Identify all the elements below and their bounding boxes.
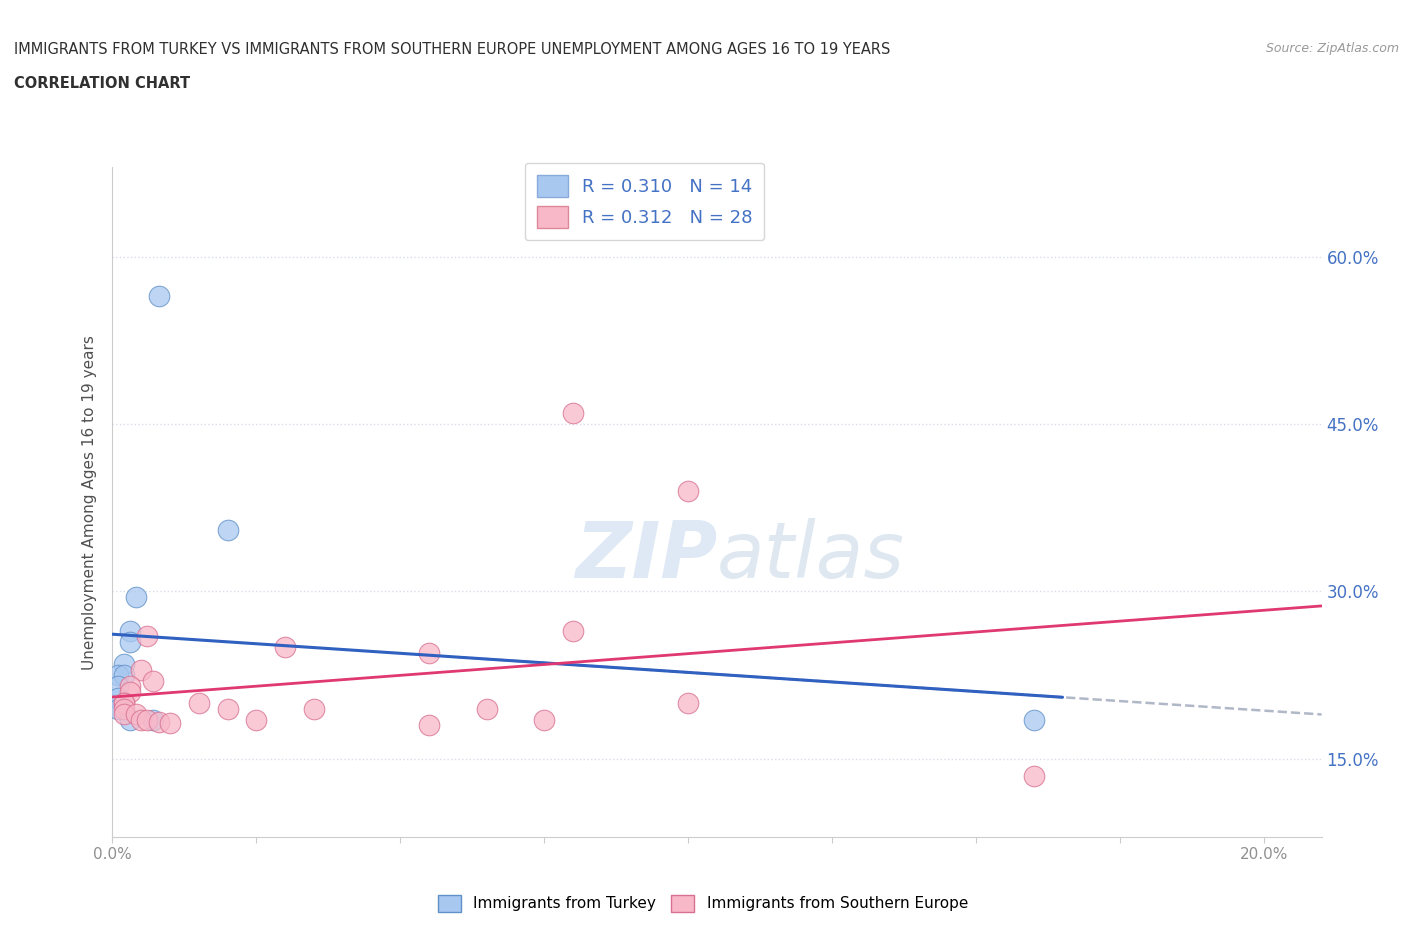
Point (112, 696, 135, 711)
Point (107, 679, 129, 694)
Point (148, 714, 170, 729)
Point (112, 696, 135, 711)
Point (142, 712, 165, 727)
Text: atlas: atlas (717, 518, 905, 593)
Text: Source: ZipAtlas.com: Source: ZipAtlas.com (1265, 42, 1399, 55)
Point (118, 634, 141, 649)
Point (118, 712, 141, 727)
Point (217, 523, 239, 538)
Point (112, 701, 135, 716)
Point (562, 405, 585, 420)
Y-axis label: Unemployment Among Ages 16 to 19 years: Unemployment Among Ages 16 to 19 years (82, 335, 97, 670)
Point (533, 712, 555, 727)
Point (112, 707, 135, 722)
Point (118, 623, 141, 638)
Point (217, 701, 239, 716)
Point (678, 484, 700, 498)
Point (1022, 768, 1045, 783)
Point (678, 696, 700, 711)
Point (118, 684, 141, 699)
Point (124, 590, 146, 604)
Point (418, 645, 440, 660)
Point (245, 712, 267, 727)
Point (136, 629, 159, 644)
Legend: Immigrants from Turkey, Immigrants from Southern Europe: Immigrants from Turkey, Immigrants from … (432, 889, 974, 918)
Point (107, 668, 129, 683)
Point (118, 679, 141, 694)
Text: IMMIGRANTS FROM TURKEY VS IMMIGRANTS FROM SOUTHERN EUROPE UNEMPLOYMENT AMONG AGE: IMMIGRANTS FROM TURKEY VS IMMIGRANTS FRO… (14, 42, 890, 57)
Point (274, 640, 297, 655)
Point (302, 701, 325, 716)
Point (562, 623, 585, 638)
Point (148, 288, 170, 303)
Point (112, 657, 135, 671)
Text: ZIP: ZIP (575, 518, 717, 593)
Point (142, 673, 165, 688)
Point (129, 662, 152, 677)
Legend: R = 0.310   N = 14, R = 0.312   N = 28: R = 0.310 N = 14, R = 0.312 N = 28 (524, 163, 765, 240)
Point (107, 690, 129, 705)
Point (187, 696, 209, 711)
Point (136, 712, 159, 727)
Point (107, 701, 129, 716)
Text: CORRELATION CHART: CORRELATION CHART (14, 76, 190, 91)
Point (112, 668, 135, 683)
Point (129, 712, 152, 727)
Point (1022, 712, 1045, 727)
Point (418, 718, 440, 733)
Point (124, 707, 146, 722)
Point (475, 701, 498, 716)
Point (159, 716, 181, 731)
